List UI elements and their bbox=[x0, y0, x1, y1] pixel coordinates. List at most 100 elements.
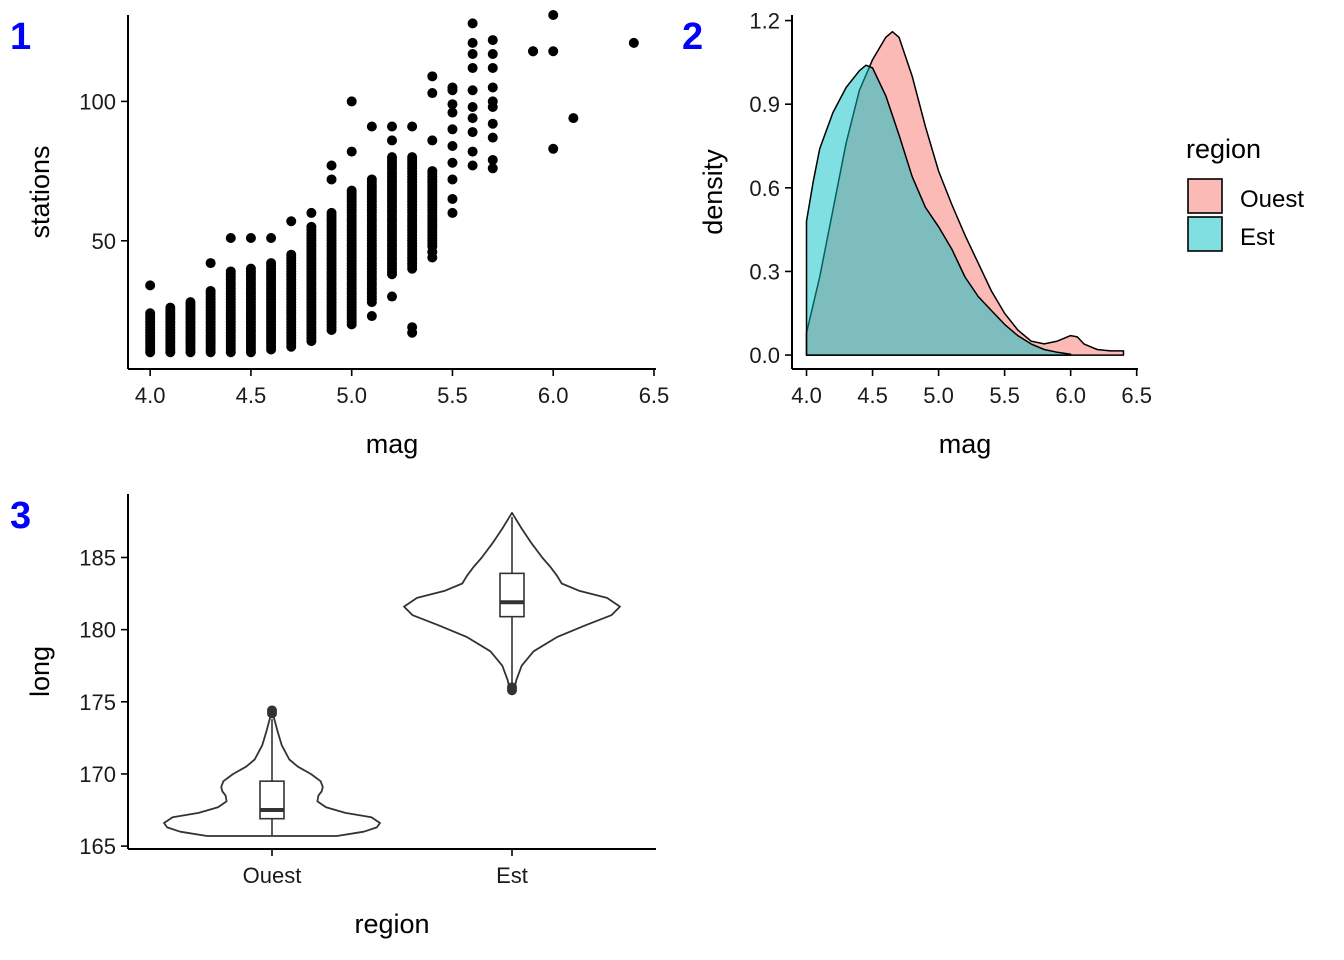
panel-tag-1: 1 bbox=[10, 16, 31, 58]
y-axis-title: long bbox=[25, 646, 55, 697]
scatter-point bbox=[447, 141, 458, 152]
violin-panel: 165 170 175 180 185 Ouest Est region long bbox=[25, 494, 656, 939]
scatter-point bbox=[427, 246, 438, 257]
scatter-point bbox=[145, 280, 156, 291]
scatter-point bbox=[205, 258, 216, 269]
scatter-point bbox=[427, 135, 438, 146]
scatter-point bbox=[225, 232, 236, 243]
scatter-point bbox=[568, 113, 579, 124]
scatter-point bbox=[366, 121, 377, 132]
scatter-point bbox=[387, 121, 397, 132]
x-tick-label: 4.5 bbox=[236, 383, 267, 408]
scatter-point bbox=[407, 152, 418, 163]
x-tick-label: 4.5 bbox=[857, 383, 888, 408]
panel-tag-2: 2 bbox=[682, 16, 703, 58]
scatter-point bbox=[346, 146, 357, 157]
scatter-point bbox=[165, 302, 176, 313]
scatter-point bbox=[366, 311, 377, 322]
scatter-point bbox=[548, 46, 559, 57]
y-tick-label: 100 bbox=[79, 89, 116, 114]
x-tick-label: 4.0 bbox=[791, 383, 822, 408]
y-tick-label: 170 bbox=[79, 762, 116, 787]
y-tick-label: 185 bbox=[79, 545, 116, 570]
scatter-point bbox=[387, 152, 397, 163]
x-axis-title: mag bbox=[939, 429, 992, 459]
scatter-point bbox=[447, 207, 458, 218]
scatter-point bbox=[487, 62, 498, 73]
scatter-point bbox=[467, 37, 478, 48]
violin-est bbox=[403, 511, 621, 692]
y-tick-label: 0.6 bbox=[749, 176, 780, 201]
legend-key-ouest bbox=[1187, 178, 1223, 214]
scatter-point bbox=[447, 99, 458, 110]
scatter-point bbox=[447, 124, 458, 135]
scatter-point bbox=[467, 62, 478, 73]
legend-key-est bbox=[1187, 216, 1223, 252]
density-panel: 0.0 0.3 0.6 0.9 1.2 4.0 4.5 5.0 5.5 6.0 6.5 mag dens… bbox=[698, 9, 1152, 459]
x-tick-label: 5.0 bbox=[336, 383, 367, 408]
scatter-point bbox=[326, 174, 337, 185]
scatter-point bbox=[487, 96, 498, 107]
scatter-point bbox=[487, 118, 498, 129]
scatter-point bbox=[266, 232, 277, 243]
scatter-point bbox=[326, 160, 337, 171]
legend-label-ouest: Ouest bbox=[1240, 186, 1304, 213]
scatter-point bbox=[407, 121, 418, 132]
x-tick-label: 6.5 bbox=[639, 383, 670, 408]
scatter-point bbox=[467, 127, 478, 138]
scatter-point bbox=[487, 49, 498, 60]
scatter-point bbox=[346, 185, 357, 196]
outlier-point bbox=[507, 682, 517, 693]
y-tick-label: 0.3 bbox=[749, 259, 780, 284]
scatter-point bbox=[487, 163, 498, 174]
y-axis-title: stations bbox=[25, 145, 55, 238]
scatter-point bbox=[346, 96, 357, 107]
scatter-point bbox=[286, 216, 297, 227]
scatter-point bbox=[487, 132, 498, 143]
scatter-point bbox=[548, 10, 559, 20]
legend-label-est: Est bbox=[1240, 224, 1275, 251]
scatter-point bbox=[467, 101, 478, 112]
scatter-point bbox=[548, 143, 559, 154]
x-tick-label: 4.0 bbox=[135, 383, 166, 408]
violin-ouest bbox=[163, 709, 381, 837]
x-tick-label: 5.5 bbox=[989, 383, 1020, 408]
panel-tag-3: 3 bbox=[10, 495, 31, 537]
scatter-point bbox=[427, 166, 438, 177]
scatter-point bbox=[447, 157, 458, 168]
scatter-point bbox=[145, 308, 156, 319]
x-tick-label: 6.0 bbox=[1055, 383, 1086, 408]
scatter-point bbox=[245, 232, 256, 243]
x-tick-label: 5.0 bbox=[923, 383, 954, 408]
scatter-point bbox=[487, 35, 498, 46]
scatter-point bbox=[487, 154, 498, 165]
scatter-point bbox=[447, 82, 458, 93]
scatter-point bbox=[467, 160, 478, 171]
scatter-point bbox=[245, 263, 256, 274]
scatter-point bbox=[185, 297, 196, 308]
scatter-point bbox=[467, 113, 478, 124]
x-tick-label: Est bbox=[496, 863, 528, 888]
y-axis-title: density bbox=[698, 149, 728, 235]
x-axis-title: region bbox=[354, 909, 429, 939]
scatter-point bbox=[528, 46, 539, 57]
scatter-point bbox=[467, 85, 478, 96]
scatter-point bbox=[407, 327, 418, 338]
scatter-point bbox=[447, 107, 458, 118]
scatter-point bbox=[387, 135, 397, 146]
legend: region Ouest Est bbox=[1186, 134, 1304, 252]
outlier-point bbox=[267, 705, 277, 716]
scatter-point bbox=[427, 88, 438, 99]
y-tick-label: 165 bbox=[79, 834, 116, 859]
y-tick-label: 0.9 bbox=[749, 92, 780, 117]
boxplot-box bbox=[499, 572, 525, 618]
y-tick-label: 175 bbox=[79, 690, 116, 715]
scatter-point bbox=[628, 37, 639, 48]
scatter-point bbox=[225, 266, 236, 277]
scatter-panel: 50 100 4.0 4.5 5.0 5.5 6.0 6.5 mag stations bbox=[25, 10, 669, 459]
scatter-point bbox=[427, 71, 438, 82]
y-tick-label: 50 bbox=[92, 229, 116, 254]
density-area-est bbox=[805, 64, 1072, 356]
scatter-point bbox=[467, 49, 478, 60]
